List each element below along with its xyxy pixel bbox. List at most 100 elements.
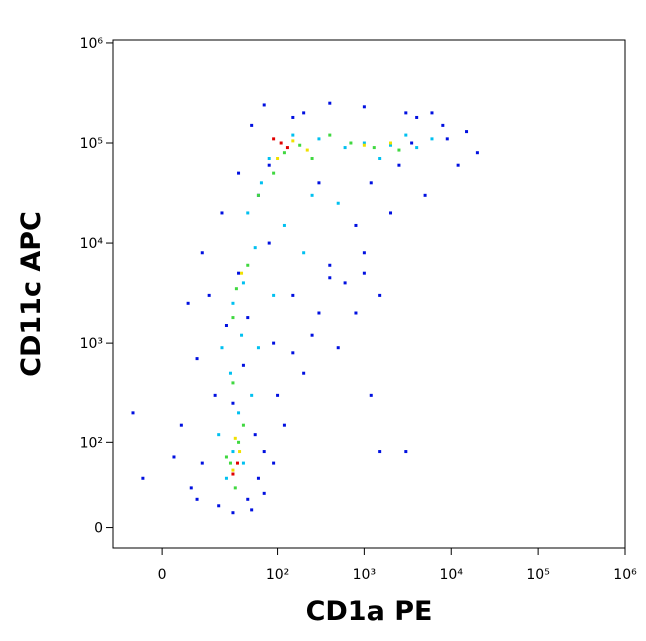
point	[228, 461, 232, 465]
point	[241, 423, 245, 427]
point	[423, 193, 427, 197]
point	[246, 263, 250, 267]
point	[207, 293, 211, 297]
point	[317, 181, 321, 185]
point	[246, 211, 250, 215]
point	[272, 341, 276, 345]
point	[241, 281, 245, 285]
point	[410, 141, 414, 145]
point	[231, 381, 235, 385]
points	[131, 101, 479, 515]
point	[256, 193, 260, 197]
point	[246, 497, 250, 501]
point	[141, 476, 145, 480]
point	[272, 461, 276, 465]
point	[233, 486, 237, 490]
point	[228, 371, 232, 375]
point	[389, 141, 393, 145]
point	[397, 163, 401, 167]
point	[231, 401, 235, 405]
point	[302, 111, 306, 115]
point	[404, 450, 408, 454]
point	[237, 271, 241, 275]
point	[256, 476, 260, 480]
point	[250, 393, 254, 397]
point	[220, 346, 224, 350]
point	[465, 130, 469, 134]
point	[231, 301, 235, 305]
point	[272, 137, 276, 141]
point	[262, 491, 266, 495]
point	[305, 148, 309, 152]
point	[224, 324, 228, 328]
point	[189, 486, 193, 490]
point	[195, 497, 199, 501]
point	[241, 461, 245, 465]
point	[291, 293, 295, 297]
point	[456, 163, 460, 167]
point	[397, 148, 401, 152]
point	[302, 251, 306, 255]
point	[220, 211, 224, 215]
y-tick-label: 10⁵	[80, 136, 103, 152]
point	[240, 333, 244, 337]
point	[282, 151, 286, 155]
point	[276, 157, 280, 161]
point	[250, 508, 254, 512]
point	[231, 468, 235, 472]
x-tick-label: 10⁴	[440, 567, 464, 583]
point	[267, 163, 271, 167]
point	[328, 133, 332, 137]
point	[362, 251, 366, 255]
point	[217, 433, 221, 437]
point	[200, 461, 204, 465]
point	[237, 171, 241, 175]
point	[343, 281, 347, 285]
x-tick-label: 0	[158, 567, 167, 583]
point	[336, 201, 340, 205]
point	[343, 146, 347, 150]
point	[234, 287, 238, 291]
point	[131, 411, 135, 415]
point	[389, 211, 393, 215]
point	[291, 133, 295, 137]
point	[224, 455, 228, 459]
point	[349, 141, 353, 145]
point	[430, 111, 434, 115]
point	[291, 139, 295, 143]
point	[267, 241, 271, 245]
point	[475, 151, 479, 155]
point	[362, 271, 366, 275]
point	[310, 333, 314, 337]
point	[256, 346, 260, 350]
point	[179, 423, 183, 427]
point	[328, 101, 332, 105]
point	[253, 246, 257, 250]
y-tick-label: 0	[94, 521, 103, 537]
point	[378, 450, 382, 454]
point	[240, 271, 244, 275]
point	[430, 137, 434, 141]
point	[282, 223, 286, 227]
point	[317, 137, 321, 141]
point	[302, 371, 306, 375]
x-tick-label: 10⁵	[526, 567, 549, 583]
point	[231, 450, 235, 454]
point	[237, 411, 241, 415]
y-axis-title: CD11c APC	[16, 211, 47, 377]
point	[291, 115, 295, 119]
point	[310, 157, 314, 161]
point	[231, 472, 235, 476]
point	[237, 440, 241, 444]
point	[328, 263, 332, 267]
point	[213, 393, 217, 397]
point	[317, 311, 321, 315]
point	[354, 311, 358, 315]
point	[369, 393, 373, 397]
point	[362, 141, 366, 145]
x-axis-title: CD1a PE	[306, 596, 433, 627]
point	[186, 301, 190, 305]
point	[378, 293, 382, 297]
